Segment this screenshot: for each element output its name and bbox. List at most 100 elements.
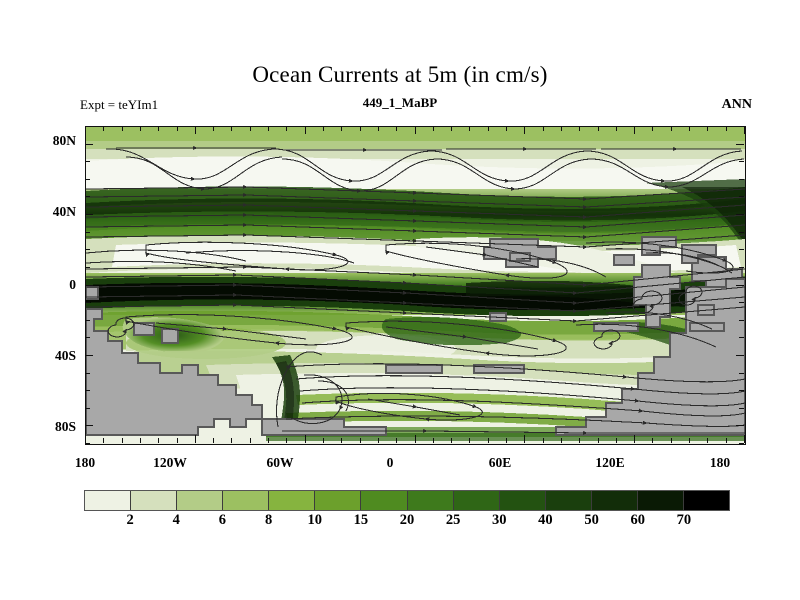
- axis-tick: [359, 126, 361, 131]
- axis-tick: [414, 126, 416, 134]
- colorbar-band-7: [406, 491, 453, 510]
- axis-tick: [739, 443, 744, 444]
- axis-tick: [739, 337, 744, 339]
- axis-tick: [506, 126, 508, 131]
- axis-tick: [85, 425, 93, 427]
- map-plot-area: [85, 126, 746, 445]
- axis-tick: [85, 390, 90, 392]
- axis-tick: [85, 126, 90, 127]
- axis-tick: [85, 161, 90, 163]
- colorbar-label-25: 25: [445, 512, 461, 528]
- axis-tick: [707, 438, 709, 443]
- axis-tick: [85, 266, 90, 268]
- colorbar-label-50: 50: [584, 512, 599, 528]
- xtick-label-120e: 120E: [595, 455, 625, 470]
- axis-tick: [213, 438, 215, 443]
- axis-tick: [85, 126, 86, 134]
- axis-tick: [506, 438, 508, 443]
- axis-tick: [121, 438, 123, 443]
- axis-tick: [739, 266, 744, 268]
- chart-subtitle: 449_1_MaBP: [362, 95, 438, 110]
- map-canvas: [86, 127, 745, 444]
- ytick-label-80n: 80N: [52, 133, 76, 148]
- xtick-label-180e: 180: [709, 455, 731, 470]
- axis-tick: [725, 126, 727, 131]
- season-label: ANN: [721, 97, 752, 112]
- colorbar-band-4: [268, 491, 315, 510]
- colorbar-band-6: [360, 491, 407, 510]
- axis-tick: [396, 438, 398, 443]
- axis-tick: [85, 284, 93, 286]
- axis-tick: [739, 372, 744, 374]
- axis-tick: [341, 438, 343, 443]
- axis-tick: [85, 196, 90, 198]
- experiment-label: Expt = teYIm1: [80, 97, 159, 112]
- axis-tick: [579, 438, 581, 443]
- axis-tick: [634, 435, 636, 443]
- axis-tick: [652, 126, 654, 131]
- axis-tick: [524, 435, 526, 443]
- xtick-label-180w: 180: [74, 455, 96, 470]
- axis-tick: [736, 354, 744, 356]
- axis-tick: [560, 126, 562, 131]
- axis-tick: [615, 438, 617, 443]
- axis-tick: [689, 126, 691, 131]
- axis-tick: [739, 161, 744, 163]
- axis-tick: [139, 126, 141, 131]
- xtick-label-60e: 60E: [488, 455, 512, 470]
- axis-tick: [213, 126, 215, 131]
- axis-tick: [103, 438, 105, 443]
- colorbar-band-0: [85, 491, 131, 510]
- colorbar-band-12: [636, 491, 684, 510]
- xtick-label-0: 0: [386, 455, 394, 470]
- colorbar-label-6: 6: [218, 512, 227, 528]
- axis-tick: [432, 438, 434, 443]
- axis-tick: [377, 438, 379, 443]
- axis-tick: [85, 249, 90, 251]
- ytick-label-0: 0: [69, 277, 76, 292]
- colorbar-band-3: [222, 491, 269, 510]
- axis-tick: [158, 438, 160, 443]
- axis-tick: [304, 126, 306, 134]
- axis-tick: [121, 126, 123, 131]
- axis-tick: [85, 302, 90, 304]
- axis-tick: [739, 249, 744, 251]
- axis-tick: [736, 425, 744, 427]
- colorbar-band-13: [683, 491, 730, 510]
- axis-tick: [85, 443, 90, 444]
- axis-tick: [249, 438, 251, 443]
- colorbar-label-30: 30: [492, 512, 507, 528]
- axis-tick: [85, 214, 93, 216]
- axis-tick: [615, 126, 617, 131]
- ytick-label-40s: 40S: [54, 348, 76, 363]
- axis-tick: [739, 407, 744, 409]
- axis-tick: [542, 126, 544, 131]
- axis-tick: [231, 126, 233, 131]
- axis-tick: [286, 438, 288, 443]
- axis-tick: [432, 126, 434, 131]
- axis-tick: [725, 438, 727, 443]
- colorbar-label-40: 40: [538, 512, 553, 528]
- axis-tick: [85, 231, 90, 233]
- colorbar-label-15: 15: [353, 512, 369, 528]
- axis-tick: [469, 438, 471, 443]
- axis-tick: [739, 319, 744, 321]
- axis-tick: [158, 126, 160, 131]
- axis-tick: [487, 126, 489, 131]
- axis-tick: [194, 126, 196, 134]
- axis-tick: [85, 435, 86, 443]
- axis-tick: [268, 438, 270, 443]
- axis-tick: [597, 438, 599, 443]
- axis-tick: [322, 438, 324, 443]
- axis-tick: [469, 126, 471, 131]
- colorbar-band-10: [544, 491, 591, 510]
- colorbar-band-8: [452, 491, 499, 510]
- axis-tick: [739, 390, 744, 392]
- axis-tick: [85, 319, 90, 321]
- axis-tick: [176, 126, 178, 131]
- axis-tick: [744, 435, 745, 443]
- axis-tick: [396, 126, 398, 131]
- axis-tick: [377, 126, 379, 131]
- axis-tick: [707, 126, 709, 131]
- colorbar-label-10: 10: [307, 512, 322, 528]
